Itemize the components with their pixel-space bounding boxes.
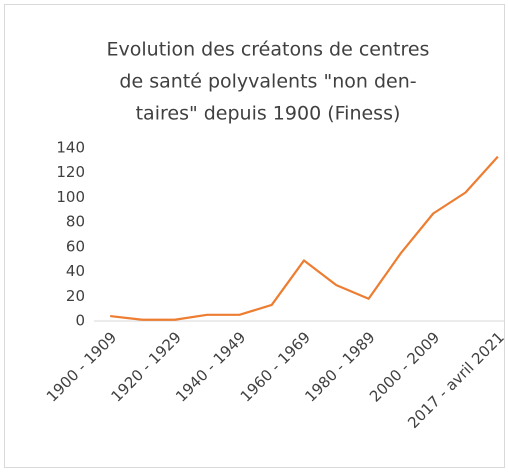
y-tick-label: 20 xyxy=(66,287,85,305)
data-line xyxy=(110,155,499,321)
y-tick-label: 0 xyxy=(75,312,85,330)
y-tick-label: 40 xyxy=(66,262,85,280)
y-tick-label: 80 xyxy=(66,213,85,231)
y-tick-label: 100 xyxy=(56,188,85,206)
y-tick-label: 140 xyxy=(56,139,85,157)
y-tick-label: 120 xyxy=(56,163,85,181)
y-tick-label: 60 xyxy=(66,237,85,255)
chart-title: Evolution des créatons de centres xyxy=(107,39,430,61)
chart-frame xyxy=(4,4,505,468)
chart-title: taires" depuis 1900 (Finess) xyxy=(136,103,401,125)
chart-title: de santé polyvalents "non den- xyxy=(119,71,416,93)
